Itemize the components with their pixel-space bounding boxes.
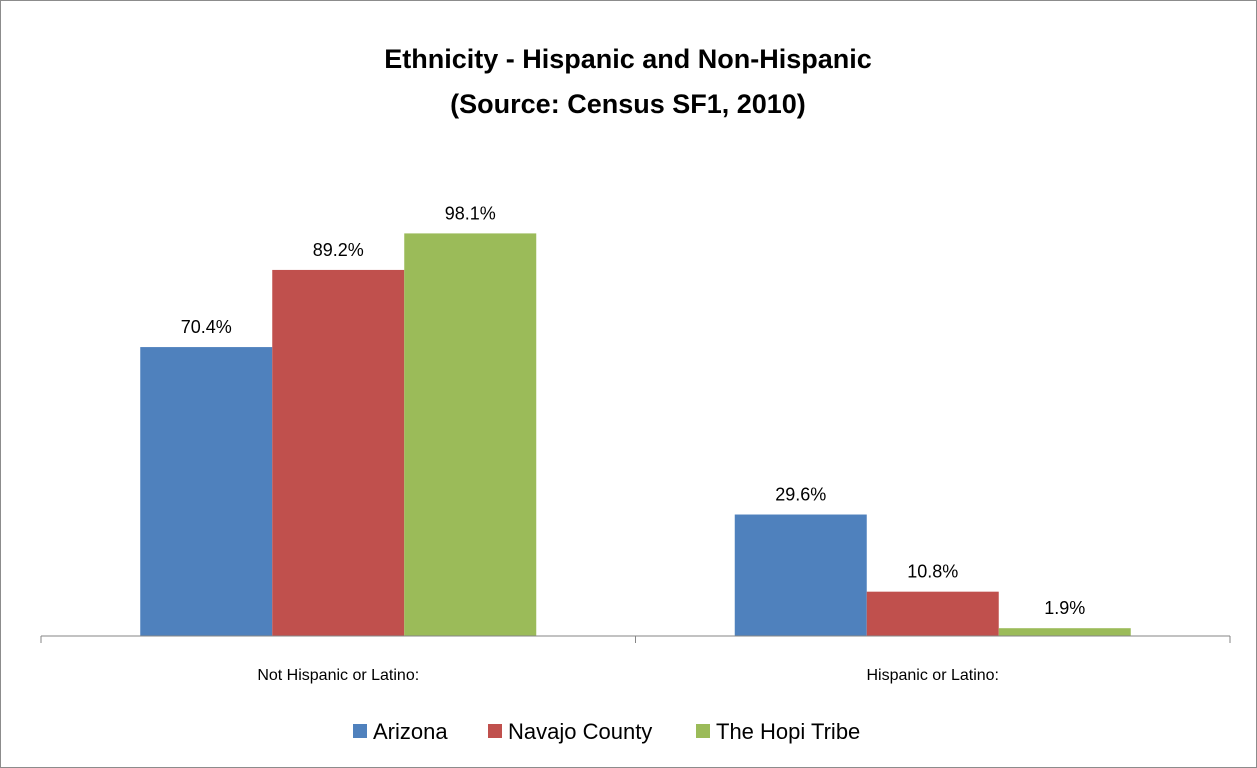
legend-label-the-hopi-tribe: The Hopi Tribe [716,719,860,744]
data-label-the-hopi-tribe-not-hispanic-or-latino: 98.1% [445,203,496,223]
legend: Arizona Navajo County The Hopi Tribe [353,719,860,744]
legend-swatch-navajo-county [488,724,502,738]
chart-title: Ethnicity - Hispanic and Non-Hispanic [384,44,872,74]
bar-the-hopi-tribe-not-hispanic-or-latino [404,233,537,636]
data-label-arizona-hispanic-or-latino: 29.6% [775,485,826,505]
category-label-not-hispanic-or-latino: Not Hispanic or Latino: [257,667,419,684]
bar-arizona-hispanic-or-latino [734,514,867,636]
x-axis: Not Hispanic or Latino: Hispanic or Latin… [40,635,1231,684]
bar-navajo-county-hispanic-or-latino [866,591,999,636]
data-label-navajo-county-not-hispanic-or-latino: 89.2% [313,240,364,260]
bars-group: 70.4% 89.2% 98.1% 29.6% 10.8% 1.9% [140,203,1131,636]
chart-subtitle: (Source: Census SF1, 2010) [450,89,806,119]
bar-navajo-county-not-hispanic-or-latino [272,269,405,636]
legend-swatch-the-hopi-tribe [696,724,710,738]
data-label-the-hopi-tribe-hispanic-or-latino: 1.9% [1044,598,1085,618]
bar-the-hopi-tribe-hispanic-or-latino [998,628,1131,636]
data-label-arizona-not-hispanic-or-latino: 70.4% [181,317,232,337]
category-label-hispanic-or-latino: Hispanic or Latino: [866,667,999,684]
legend-label-arizona: Arizona [373,719,448,744]
legend-label-navajo-county: Navajo County [508,719,652,744]
data-label-navajo-county-hispanic-or-latino: 10.8% [907,562,958,582]
legend-swatch-arizona [353,724,367,738]
bar-arizona-not-hispanic-or-latino [140,347,273,636]
